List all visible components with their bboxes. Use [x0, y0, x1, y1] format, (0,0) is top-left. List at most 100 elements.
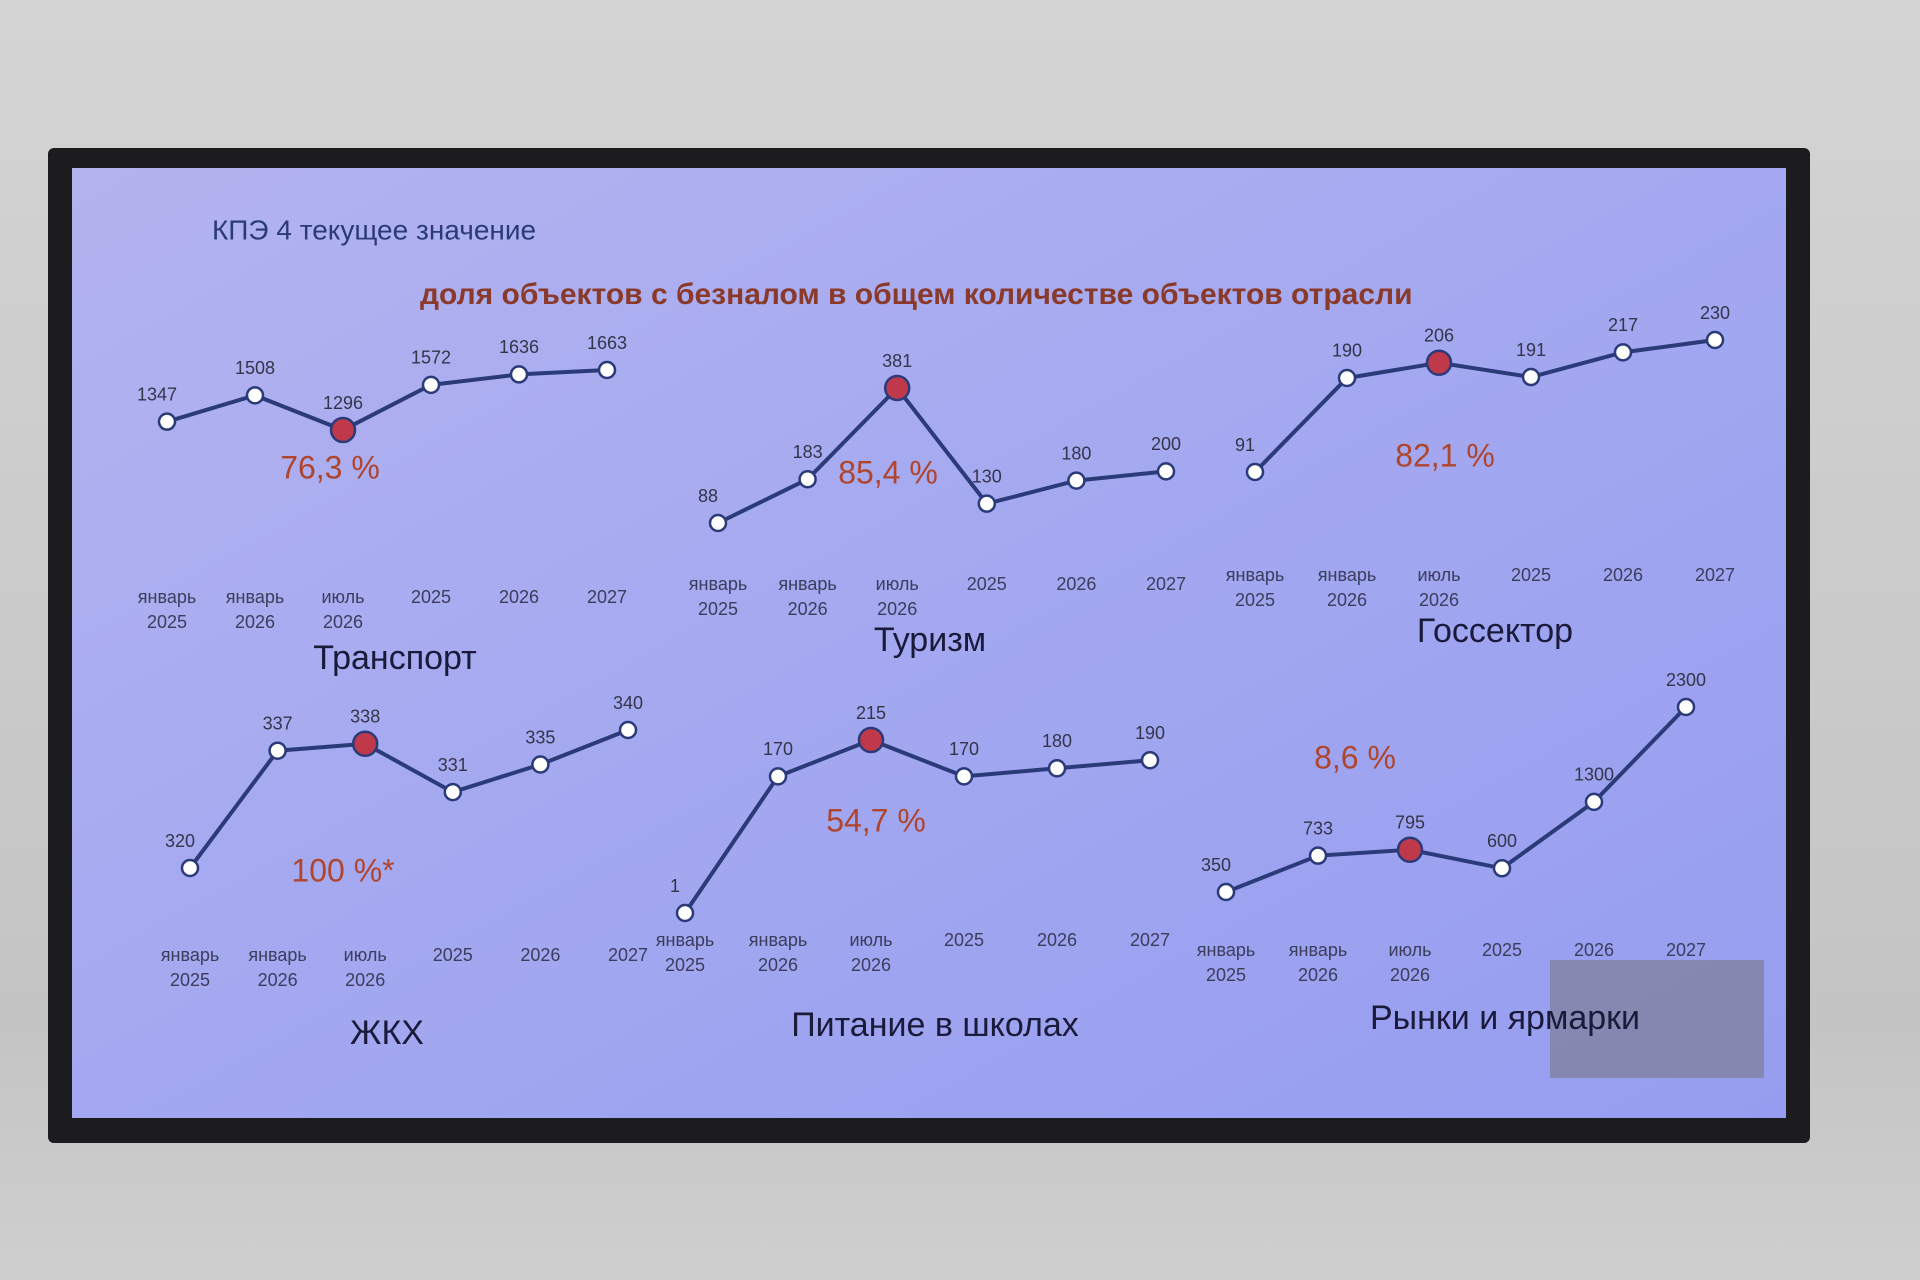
x-tick-label: 2025	[432, 945, 473, 965]
data-point	[1584, 792, 1604, 812]
annotation: 85,4 %	[838, 454, 938, 490]
value-label: 1572	[411, 348, 451, 368]
value-label: 1	[670, 876, 680, 896]
value-label: 733	[1303, 818, 1333, 838]
value-label: 600	[1487, 831, 1517, 851]
value-label: 381	[882, 351, 912, 371]
data-point	[1492, 859, 1512, 878]
x-tick-label: январь 2025	[160, 945, 220, 990]
slide-subtitle: доля объектов с безналом в общем количес…	[420, 278, 1413, 311]
data-point	[768, 767, 788, 786]
chart-title: Рынки и ярмарки	[1370, 999, 1640, 1037]
highlight-point	[329, 416, 357, 444]
data-point	[1156, 462, 1176, 481]
x-tick-label: 2027	[1665, 940, 1707, 960]
value-label: 190	[1135, 723, 1165, 743]
x-tick-label: июль 2026	[343, 945, 387, 990]
value-label: 180	[1061, 443, 1091, 463]
value-label: 183	[793, 442, 823, 462]
data-point	[157, 412, 177, 431]
value-label: 350	[1201, 855, 1231, 875]
data-point	[1676, 697, 1696, 717]
x-tick-label: январь 2026	[1317, 565, 1377, 610]
data-point	[597, 360, 617, 380]
data-point	[675, 903, 695, 923]
x-tick-label: январь 2025	[655, 930, 715, 975]
x-tick-label: июль 2026	[321, 587, 365, 632]
data-point	[531, 755, 550, 774]
x-tick-label: июль 2026	[849, 930, 893, 975]
annotation: 54,7 %	[826, 802, 926, 838]
value-label: 331	[438, 755, 468, 775]
x-tick-label: 2026	[498, 587, 540, 607]
value-label: 1347	[137, 384, 177, 404]
x-tick-label: январь 2025	[1196, 940, 1256, 985]
data-point	[1067, 471, 1086, 490]
value-label: 338	[350, 707, 380, 727]
value-label: 320	[165, 831, 195, 851]
x-tick-label: 2025	[1481, 940, 1523, 960]
x-tick-label: 2025	[410, 587, 452, 607]
value-label: 217	[1608, 315, 1638, 335]
chart-title: Туризм	[874, 621, 986, 659]
series-line	[166, 368, 608, 433]
data-point	[1308, 846, 1328, 865]
x-tick-label: январь 2025	[688, 574, 748, 619]
annotation: 82,1 %	[1395, 437, 1495, 473]
series-line	[1253, 338, 1716, 474]
data-point	[443, 782, 463, 802]
x-tick-label: 2027	[1694, 565, 1736, 585]
x-tick-label: 2026	[1036, 930, 1078, 950]
data-point	[1140, 750, 1160, 770]
x-tick-label: январь 2026	[748, 930, 808, 975]
value-label: 206	[1424, 326, 1454, 346]
series-line	[188, 728, 629, 870]
data-point	[1521, 367, 1541, 387]
value-label: 335	[525, 727, 555, 747]
data-point	[245, 386, 265, 405]
x-tick-label: январь 2025	[1225, 565, 1285, 610]
annotation: 76,3 %	[280, 449, 380, 485]
highlight-point	[883, 374, 911, 402]
x-tick-label: июль 2026	[1417, 565, 1461, 610]
x-tick-label: 2027	[1129, 930, 1171, 950]
data-point	[798, 469, 817, 489]
data-point	[1216, 882, 1236, 902]
data-point	[708, 513, 728, 533]
annotation: 8,6 %	[1314, 739, 1396, 775]
value-label: 180	[1042, 731, 1072, 751]
data-point	[1705, 330, 1725, 350]
data-point	[1245, 462, 1265, 482]
chart-title: ЖКХ	[350, 1014, 424, 1052]
x-tick-label: июль 2026	[875, 574, 919, 619]
data-point	[421, 375, 441, 395]
x-tick-label: 2027	[1145, 574, 1187, 594]
data-point	[954, 767, 974, 786]
value-label: 1508	[235, 358, 275, 378]
x-tick-label: 2027	[607, 945, 649, 965]
highlight-point	[351, 730, 379, 758]
data-point	[1337, 368, 1357, 388]
value-label: 190	[1332, 341, 1362, 361]
value-label: 170	[949, 739, 979, 759]
data-point	[180, 858, 200, 878]
data-point	[977, 494, 997, 513]
highlight-point	[1425, 349, 1453, 377]
chart-title: Госсектор	[1417, 612, 1573, 650]
x-tick-label: 2026	[1056, 574, 1097, 594]
value-label: 795	[1395, 813, 1425, 833]
annotation: 100 %*	[291, 852, 394, 888]
highlight-point	[1396, 836, 1424, 864]
data-point	[509, 365, 529, 384]
value-label: 130	[972, 466, 1002, 486]
value-label: 191	[1516, 340, 1546, 360]
x-tick-label: январь 2026	[1288, 940, 1348, 985]
value-label: 1636	[499, 337, 539, 357]
x-tick-label: 2026	[1573, 940, 1615, 960]
x-tick-label: январь 2026	[248, 945, 307, 990]
value-label: 230	[1700, 303, 1730, 323]
x-tick-label: 2025	[943, 930, 985, 950]
value-label: 1663	[587, 333, 627, 353]
